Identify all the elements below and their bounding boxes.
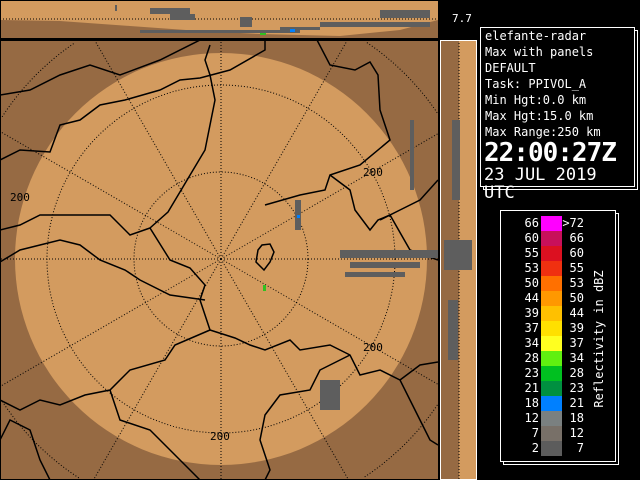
legend-bin-high: 7 [576,441,584,455]
legend-bin-high: 50 [569,291,584,305]
legend-bin-low: 21 [524,381,539,395]
max-height: Max Hgt:15.0 km [485,109,594,123]
color-swatch [541,261,562,276]
legend-bin-high: 60 [569,246,584,260]
legend-bin-high: 44 [569,306,584,320]
color-legend: 66 >72 60 66 55 60 53 55 50 53 44 50 39 44 37 39 34 37 28 3… [500,210,616,462]
color-swatch [541,231,562,246]
legend-bin-low: 7 [531,426,539,440]
color-swatch [541,291,562,306]
top-section-panel [1,1,438,38]
color-swatch [541,381,562,396]
color-swatch [541,336,562,351]
color-swatch [541,441,562,456]
legend-bin-low: 18 [524,396,539,410]
range-ring-label: 200 [363,166,383,179]
config-name: DEFAULT [485,61,536,75]
legend-bin-high: 39 [569,321,584,335]
legend-bin-low: 12 [524,411,539,425]
legend-bin-low: 2 [531,441,539,455]
color-swatch [541,426,562,441]
legend-bin-high: 66 [569,231,584,245]
azimuth-spoke [1,258,222,387]
min-height: Min Hgt:0.0 km [485,93,587,107]
color-scale-bar [541,216,562,456]
legend-bin-high: 12 [569,426,584,440]
azimuth-spoke [220,258,349,480]
legend-bin-high: 18 [569,411,584,425]
product-name: Max with panels [485,45,594,59]
legend-bin-high: 28 [569,366,584,380]
scan-time: 22:00:27Z [484,138,617,168]
legend-bin-high: 23 [569,381,584,395]
color-swatch [541,246,562,261]
color-swatch [541,321,562,336]
legend-bin-low: 50 [524,276,539,290]
color-swatch [541,276,562,291]
legend-bin-low: 53 [524,261,539,275]
range-ring [1,42,438,479]
side-section-panel [441,41,476,480]
color-swatch [541,306,562,321]
legend-bin-high: 53 [569,276,584,290]
color-swatch [541,396,562,411]
range-ring-label: 200 [363,341,383,354]
color-swatch [541,411,562,426]
legend-bin-low: 66 [524,216,539,230]
legend-bin-high: 21 [569,396,584,410]
elevation-label: 7.7 [452,12,472,25]
range-ring-label: 200 [10,191,30,204]
azimuth-spoke [93,258,222,480]
legend-bin-high: 55 [569,261,584,275]
radar-name: elefante-radar [485,29,587,43]
legend-bin-high: 34 [569,351,584,365]
legend-bin-high: >72 [562,216,584,230]
color-swatch [541,216,562,231]
max-range: Max Range:250 km [485,125,601,139]
legend-bin-low: 37 [524,321,539,335]
task-name: Task: PPIVOL_A [485,77,587,91]
info-panel: elefante-radar Max with panels DEFAULT T… [480,27,635,202]
legend-bin-low: 44 [524,291,539,305]
scan-date: 23 JUL 2019 UTC [484,165,597,203]
legend-units: Reflectivity in dBZ [592,270,606,408]
legend-bin-high: 37 [569,336,584,350]
main-ppi-panel: 200 200 200 200 [1,41,438,480]
azimuth-spoke [1,131,222,260]
legend-bin-low: 55 [524,246,539,260]
range-ring-label: 200 [210,430,230,443]
legend-bin-low: 34 [524,336,539,350]
legend-bin-low: 28 [524,351,539,365]
legend-bin-low: 23 [524,366,539,380]
legend-bin-low: 60 [524,231,539,245]
color-swatch [541,366,562,381]
legend-bin-low: 39 [524,306,539,320]
color-swatch [541,351,562,366]
